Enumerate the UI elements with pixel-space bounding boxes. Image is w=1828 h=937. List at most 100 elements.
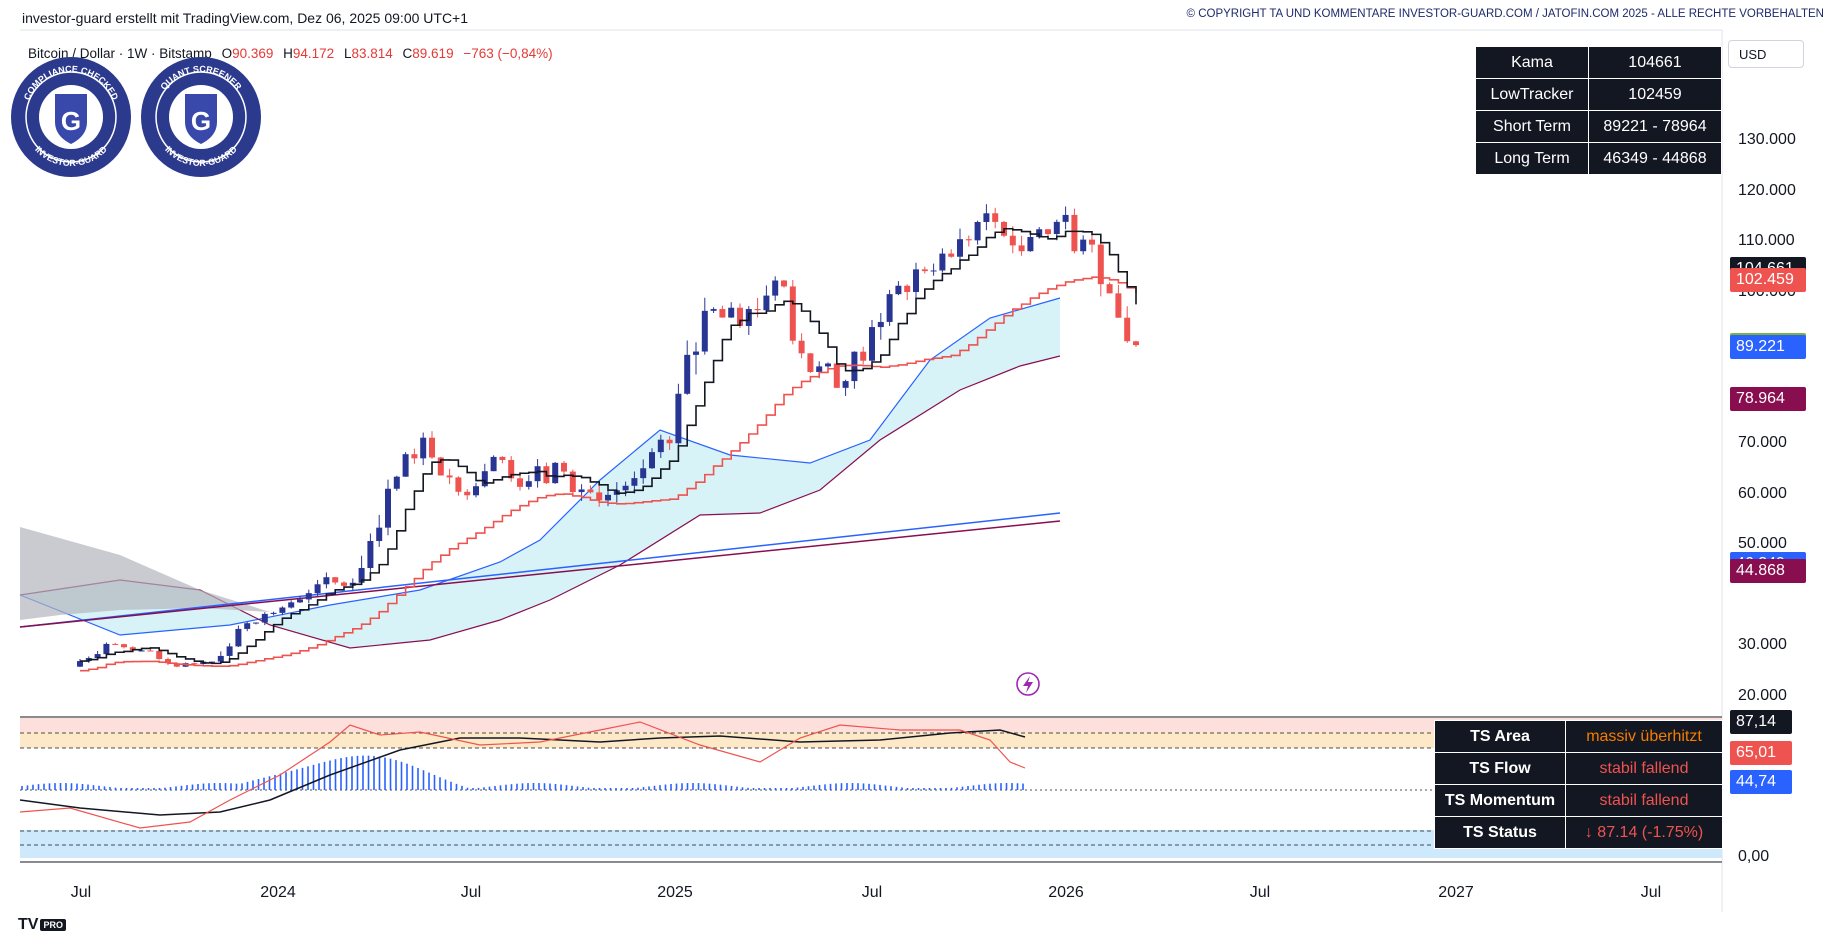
candle-body: [886, 294, 893, 322]
candle-body: [1124, 317, 1131, 342]
time-tick-label: Jul: [861, 884, 883, 901]
candle-body: [657, 439, 664, 453]
candle-body: [719, 309, 726, 318]
candle-body: [429, 437, 435, 458]
lightning-icon[interactable]: [1016, 672, 1040, 696]
ts-area-line: [19, 729, 1026, 816]
candle-body: [165, 659, 171, 664]
price-tick-label: 70.000: [1738, 434, 1787, 452]
candle-body: [191, 663, 198, 665]
info-table: Kama 104661 LowTracker 102459 Short Term 8922…: [1475, 46, 1722, 175]
candle-body: [789, 286, 796, 341]
candle-body: [587, 489, 594, 493]
candle-body: [525, 481, 532, 487]
candle-body: [675, 393, 682, 444]
candle-body: [1133, 341, 1139, 346]
candle-body: [710, 309, 717, 311]
time-tick-label: Jul: [1640, 884, 1662, 901]
quant-screener-badge: G QUANT SCREENER INVESTOR-GUARD: [141, 57, 261, 177]
currency-selector[interactable]: USD: [1728, 40, 1804, 68]
high-value: 94.172: [292, 46, 335, 61]
candle-body: [877, 321, 884, 328]
candle-body: [420, 437, 427, 459]
candle-body: [156, 651, 163, 660]
indicator-tag: 44,74: [1730, 769, 1792, 794]
candle-body: [376, 527, 383, 542]
candle-body: [103, 643, 110, 655]
candle-body: [209, 661, 215, 663]
candle-body: [772, 280, 779, 296]
open-value: 90.369: [232, 46, 274, 61]
candle-body: [385, 488, 391, 528]
candle-body: [631, 478, 638, 486]
info-label: Kama: [1475, 46, 1589, 79]
price-tick-label: 120.000: [1738, 181, 1796, 199]
ts-table: TS Area massiv überhitzt TS Flow stabil fal…: [1434, 720, 1723, 849]
candle-body: [754, 309, 761, 311]
candle-body: [596, 492, 603, 501]
price-tick-label: 30.000: [1738, 636, 1787, 654]
candle-body: [473, 486, 479, 496]
candle-body: [121, 644, 127, 648]
indicator-tag: 65,01: [1730, 741, 1792, 766]
candle-body: [1027, 237, 1034, 252]
short-term-band-fill: [20, 298, 1060, 648]
low-value: 83.814: [351, 46, 393, 61]
candle-body: [455, 477, 462, 492]
time-tick-label: Jul: [460, 884, 482, 901]
candle-body: [798, 340, 805, 354]
candle-body: [261, 613, 268, 623]
candle-body: [649, 452, 655, 469]
price-tick-label: 20.000: [1738, 687, 1787, 704]
candle-body: [138, 650, 145, 652]
candle-body: [288, 602, 295, 608]
price-tick-label: 110.000: [1738, 232, 1795, 250]
info-row: Long Term 46349 - 44868: [1475, 142, 1722, 175]
candle-body: [411, 454, 418, 459]
candle-body: [235, 628, 242, 647]
ts-value: stabil fallend: [1565, 784, 1723, 817]
candle-body: [534, 466, 541, 482]
info-row: Short Term 89221 - 78964: [1475, 110, 1722, 143]
change-value: −763 (−0,84%): [463, 46, 553, 61]
ts-flow-line: [19, 721, 1026, 829]
candle-body: [1097, 244, 1104, 285]
candle-body: [481, 471, 488, 487]
candle-body: [895, 285, 902, 295]
candle-body: [402, 454, 409, 477]
candle-body: [1009, 235, 1016, 246]
candle-body: [939, 253, 946, 271]
candle-body: [622, 485, 629, 491]
candle-body: [508, 460, 515, 479]
candle-body: [807, 353, 814, 372]
candle-body: [684, 354, 691, 394]
candle-body: [1018, 245, 1025, 252]
time-tick-label: 2024: [260, 884, 296, 901]
chart-attribution: investor-guard erstellt mit TradingView.…: [22, 10, 469, 26]
info-value: 102459: [1588, 78, 1722, 111]
candle-body: [332, 577, 339, 583]
ts-value: stabil fallend: [1565, 752, 1723, 785]
price-tag: 102.459: [1730, 268, 1806, 293]
candle-body: [816, 366, 823, 372]
candle-body: [569, 471, 576, 493]
info-value: 46349 - 44868: [1588, 142, 1722, 175]
candle-body: [517, 478, 523, 487]
candle-body: [490, 456, 497, 472]
price-tick-label: 60.000: [1738, 484, 1787, 502]
candle-body: [1053, 221, 1060, 235]
lowtracker-line: [80, 276, 1137, 672]
candle-body: [825, 363, 831, 367]
candle-body: [270, 612, 277, 614]
candle-body: [1062, 214, 1069, 222]
tradingview-logo[interactable]: TV PRO: [18, 916, 66, 934]
candle-body: [305, 593, 312, 600]
open-label: O: [221, 46, 233, 61]
candle-body: [781, 280, 787, 287]
candle-body: [393, 476, 400, 489]
candle-body: [930, 270, 937, 272]
candle-body: [578, 489, 585, 493]
candle-body: [860, 351, 867, 361]
lines-layer: [80, 227, 1137, 672]
candle-body: [737, 307, 743, 326]
